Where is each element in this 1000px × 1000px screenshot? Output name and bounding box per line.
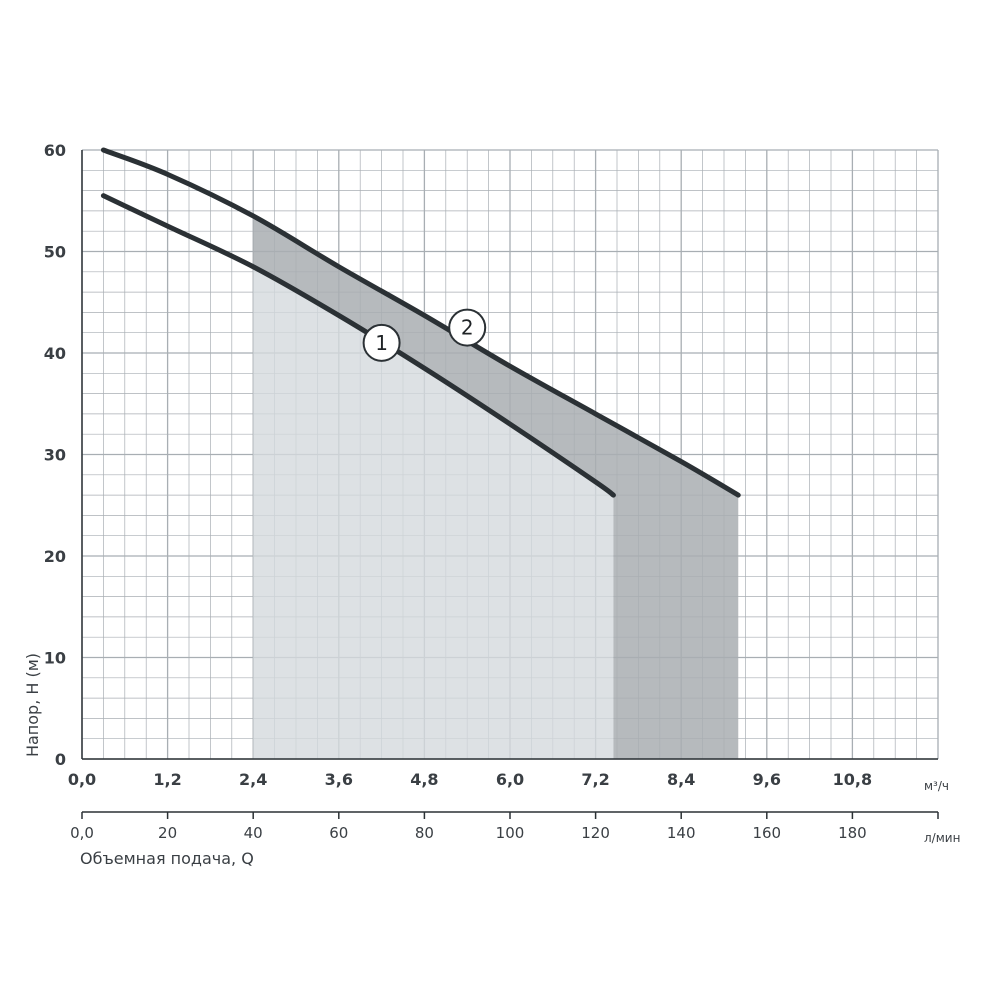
- x-tick-label-secondary: 60: [329, 824, 348, 842]
- y-tick-label: 20: [44, 547, 66, 566]
- x-tick-label-primary: 2,4: [239, 770, 267, 789]
- tick-labels: 0 10 20 30 40 50 60 0,0 1,2 2,4 3,6 4,8 6,0 7,2 8,4 9,6…: [44, 141, 961, 845]
- x-tick-label-primary: 7,2: [581, 770, 609, 789]
- x-tick-label-primary: 1,2: [153, 770, 181, 789]
- y-tick-label: 50: [44, 243, 66, 262]
- y-axis-label: Напор, H (м): [23, 653, 42, 757]
- x-tick-label-primary: 3,6: [325, 770, 353, 789]
- x-tick-label-secondary: 20: [158, 824, 177, 842]
- y-tick-label: 30: [44, 446, 66, 465]
- x-tick-label-secondary: 40: [244, 824, 263, 842]
- x-tick-label-primary: 9,6: [753, 770, 781, 789]
- callout-label-1: 1: [375, 331, 388, 355]
- x-tick-label-secondary: 120: [581, 824, 610, 842]
- axes: [81, 150, 939, 819]
- curve-series-2: [100, 147, 741, 498]
- y-tick-label: 60: [44, 141, 66, 160]
- x-tick-label-secondary: 0,0: [70, 824, 94, 842]
- x-tick-label-primary: 6,0: [496, 770, 524, 789]
- curve-callouts: 12: [362, 308, 487, 362]
- operating-range-series-1: [253, 266, 614, 759]
- callout-circle-1: [362, 323, 401, 362]
- operating-range-fill: [253, 215, 739, 760]
- x-axis-label: Объемная подача, Q: [80, 849, 254, 868]
- x-secondary-unit: л/мин: [924, 831, 960, 845]
- x-tick-label-primary: 4,8: [410, 770, 438, 789]
- y-tick-label: 40: [44, 344, 66, 363]
- x-tick-label-primary: 8,4: [667, 770, 695, 789]
- y-tick-label: 0: [55, 750, 66, 769]
- x-primary-unit: м³/ч: [924, 779, 949, 793]
- x-tick-label-secondary: 140: [667, 824, 696, 842]
- callout-label-2: 2: [461, 316, 474, 340]
- operating-range-series-2: [253, 215, 739, 760]
- y-tick-label: 10: [44, 649, 66, 668]
- callout-circle-2: [448, 308, 487, 347]
- x-tick-label-secondary: 100: [496, 824, 525, 842]
- x-tick-label-primary: 10,8: [833, 770, 872, 789]
- x-tick-label-secondary: 80: [415, 824, 434, 842]
- x-tick-label-secondary: 180: [838, 824, 867, 842]
- x-tick-label-primary: 0,0: [68, 770, 96, 789]
- x-tick-label-secondary: 160: [752, 824, 781, 842]
